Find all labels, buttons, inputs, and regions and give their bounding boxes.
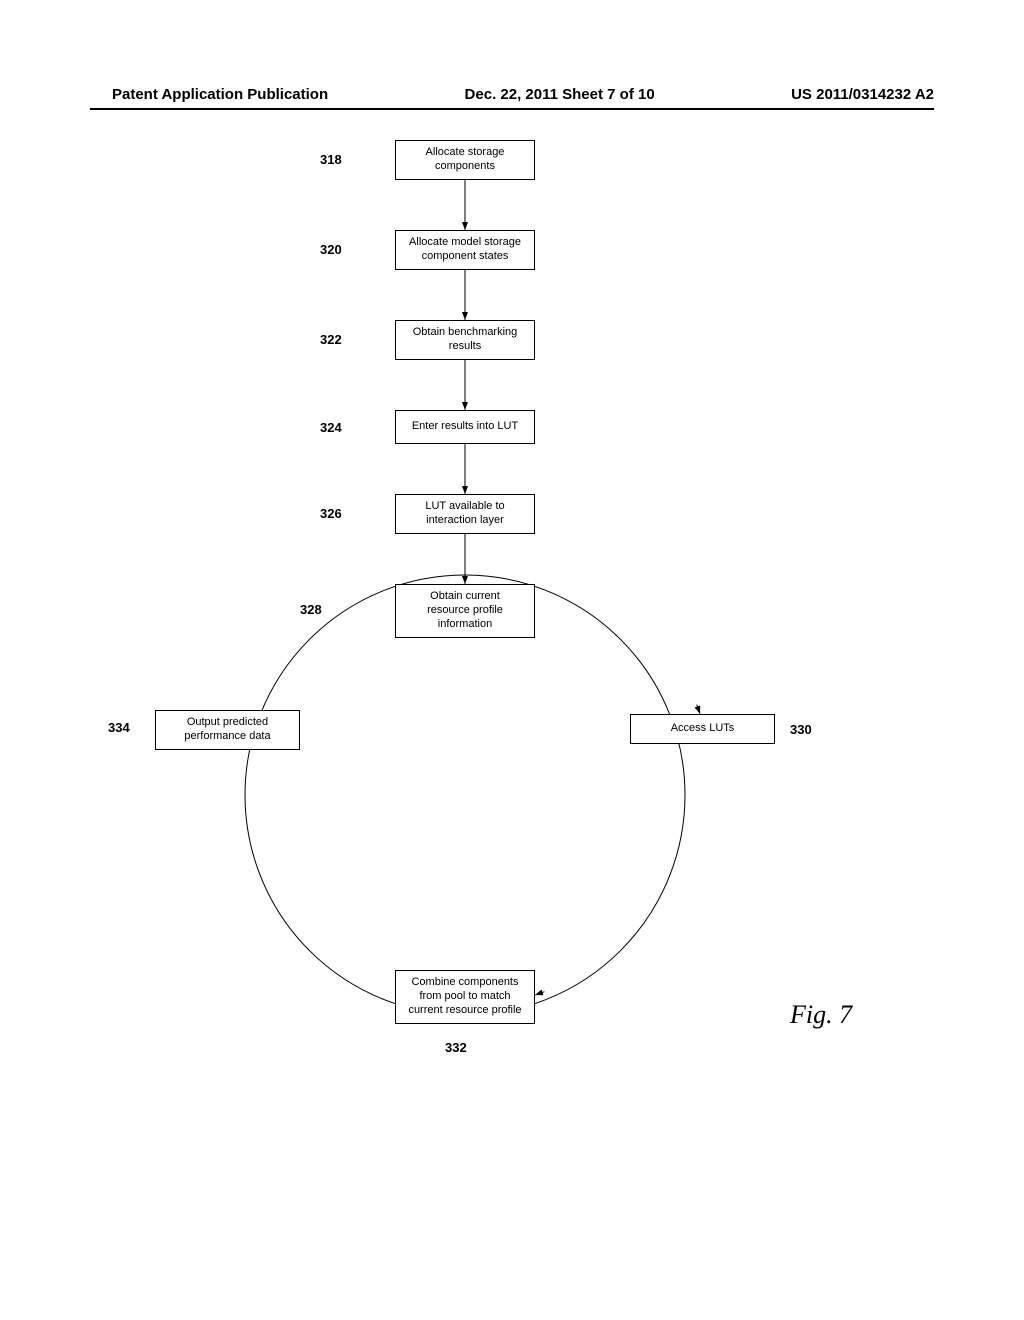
flowchart-box-334: Output predicted performance data	[155, 710, 300, 750]
flowchart-box-318: Allocate storage components	[395, 140, 535, 180]
flowchart-ref-320: 320	[320, 242, 342, 257]
flowchart-ref-322: 322	[320, 332, 342, 347]
header-center: Dec. 22, 2011 Sheet 7 of 10	[465, 86, 655, 103]
header-rule	[90, 108, 934, 110]
flowchart-ref-334: 334	[108, 720, 130, 735]
figure-label: Fig. 7	[790, 1000, 852, 1030]
flowchart-box-322: Obtain benchmarking results	[395, 320, 535, 360]
flowchart-box-324: Enter results into LUT	[395, 410, 535, 444]
flowchart-ref-328: 328	[300, 602, 322, 617]
flowchart-ref-330: 330	[790, 722, 812, 737]
flowchart-box-320: Allocate model storage component states	[395, 230, 535, 270]
header-left: Patent Application Publication	[112, 86, 328, 103]
flowchart-ref-318: 318	[320, 152, 342, 167]
flowchart-box-330: Access LUTs	[630, 714, 775, 744]
header-right: US 2011/0314232 A2	[791, 86, 934, 103]
flowchart-diagram: Allocate storage components 318 Allocate m…	[0, 130, 1024, 1130]
patent-header: Patent Application Publication Dec. 22, …	[112, 86, 934, 103]
flowchart-ref-324: 324	[320, 420, 342, 435]
flowchart-box-328: Obtain current resource profile informat…	[395, 584, 535, 638]
flowchart-box-332: Combine components from pool to match cu…	[395, 970, 535, 1024]
flowchart-box-326: LUT available to interaction layer	[395, 494, 535, 534]
flowchart-ref-326: 326	[320, 506, 342, 521]
flowchart-ref-332: 332	[445, 1040, 467, 1055]
